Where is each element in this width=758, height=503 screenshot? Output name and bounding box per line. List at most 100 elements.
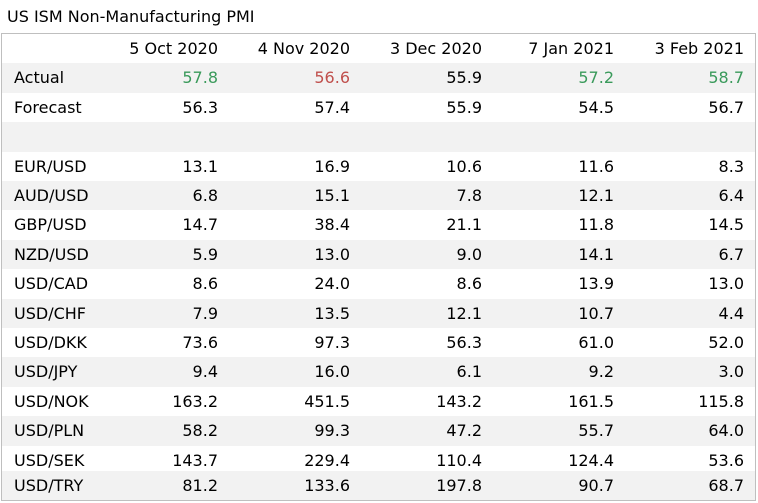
pair-value: 16.0 <box>314 362 350 382</box>
pair-value: 14.1 <box>578 244 614 264</box>
row-label: AUD/USD <box>14 186 89 205</box>
pair-value: 13.9 <box>578 274 614 294</box>
pair-value: 9.0 <box>456 244 482 264</box>
row-label: USD/CHF <box>14 303 86 323</box>
pair-value: 10.7 <box>578 303 614 323</box>
pair-value: 451.5 <box>304 391 350 411</box>
forecast-value: 56.7 <box>708 97 744 117</box>
pair-value: 8.6 <box>192 274 218 294</box>
pair-value: 10.6 <box>446 156 482 176</box>
column-header: 3 Feb 2021 <box>654 39 744 58</box>
pair-value: 9.2 <box>588 362 614 382</box>
pair-value: 7.8 <box>456 186 482 205</box>
pair-row: USD/SEK 143.7 229.4 110.4 124.4 53.6 <box>2 446 755 475</box>
pair-value: 21.1 <box>446 215 482 235</box>
pair-value: 15.1 <box>314 186 350 205</box>
pair-value: 52.0 <box>708 333 744 352</box>
pair-value: 61.0 <box>578 333 614 352</box>
actual-value: 58.7 <box>708 68 744 88</box>
actual-value: 55.9 <box>446 68 482 88</box>
actual-value: 57.2 <box>578 68 614 88</box>
row-label: USD/NOK <box>14 391 89 411</box>
pair-row: USD/TRY 81.2 133.6 197.8 90.7 68.7 <box>2 471 755 501</box>
column-header: 7 Jan 2021 <box>528 39 614 58</box>
pair-row: USD/JPY 9.4 16.0 6.1 9.2 3.0 <box>2 357 755 387</box>
pair-row: GBP/USD 14.7 38.4 21.1 11.8 14.5 <box>2 210 755 239</box>
spacer-row <box>2 122 755 152</box>
row-label: NZD/USD <box>14 244 89 264</box>
pair-value: 14.5 <box>708 215 744 235</box>
forecast-row: Forecast 56.3 57.4 55.9 54.5 56.7 <box>2 93 755 122</box>
actual-value: 56.6 <box>314 68 350 88</box>
row-label: USD/CAD <box>14 274 89 294</box>
pair-value: 161.5 <box>568 391 614 411</box>
pmi-table: 5 Oct 2020 4 Nov 2020 3 Dec 2020 7 Jan 2… <box>1 33 756 501</box>
pair-value: 143.2 <box>436 391 482 411</box>
forecast-value: 56.3 <box>182 97 218 117</box>
pair-value: 12.1 <box>578 186 614 205</box>
row-label: EUR/USD <box>14 156 87 176</box>
pair-value: 133.6 <box>304 476 350 495</box>
column-header: 4 Nov 2020 <box>257 39 350 58</box>
forecast-value: 54.5 <box>578 97 614 117</box>
pair-value: 81.2 <box>182 476 218 495</box>
pair-value: 90.7 <box>578 476 614 495</box>
pair-value: 73.6 <box>182 333 218 352</box>
pair-value: 97.3 <box>314 333 350 352</box>
pair-value: 13.0 <box>314 244 350 264</box>
pair-value: 64.0 <box>708 421 744 441</box>
pair-value: 6.8 <box>192 186 218 205</box>
pair-value: 47.2 <box>446 421 482 441</box>
pair-value: 6.1 <box>456 362 482 382</box>
pair-value: 38.4 <box>314 215 350 235</box>
row-label: GBP/USD <box>14 215 87 235</box>
pair-value: 55.7 <box>578 421 614 441</box>
pair-value: 4.4 <box>718 303 744 323</box>
header-row: 5 Oct 2020 4 Nov 2020 3 Dec 2020 7 Jan 2… <box>2 34 755 63</box>
row-label: USD/TRY <box>14 476 84 495</box>
table-title: US ISM Non-Manufacturing PMI <box>7 7 255 26</box>
pair-value: 53.6 <box>708 450 744 470</box>
pair-value: 110.4 <box>436 450 482 470</box>
pair-value: 124.4 <box>568 450 614 470</box>
forecast-value: 55.9 <box>446 97 482 117</box>
pair-value: 143.7 <box>172 450 218 470</box>
pair-row: EUR/USD 13.1 16.9 10.6 11.6 8.3 <box>2 152 755 181</box>
row-label: Forecast <box>14 97 82 117</box>
pair-value: 13.1 <box>182 156 218 176</box>
pair-value: 6.7 <box>718 244 744 264</box>
pair-value: 229.4 <box>304 450 350 470</box>
pair-value: 7.9 <box>192 303 218 323</box>
pair-value: 58.2 <box>182 421 218 441</box>
pair-row: AUD/USD 6.8 15.1 7.8 12.1 6.4 <box>2 181 755 211</box>
forecast-value: 57.4 <box>314 97 350 117</box>
pair-value: 115.8 <box>698 391 744 411</box>
pair-row: USD/PLN 58.2 99.3 47.2 55.7 64.0 <box>2 416 755 446</box>
row-label: USD/SEK <box>14 450 85 470</box>
pair-value: 3.0 <box>718 362 744 382</box>
pair-value: 68.7 <box>708 476 744 495</box>
pair-value: 99.3 <box>314 421 350 441</box>
pair-value: 11.8 <box>578 215 614 235</box>
pair-value: 16.9 <box>314 156 350 176</box>
row-label: USD/JPY <box>14 362 78 382</box>
pair-value: 13.5 <box>314 303 350 323</box>
row-label: Actual <box>14 68 65 88</box>
row-label: USD/DKK <box>14 333 87 352</box>
column-header: 3 Dec 2020 <box>389 39 482 58</box>
pair-value: 8.3 <box>718 156 744 176</box>
row-label: USD/PLN <box>14 421 85 441</box>
pair-row: USD/DKK 73.6 97.3 56.3 61.0 52.0 <box>2 328 755 357</box>
pair-value: 8.6 <box>456 274 482 294</box>
pair-row: USD/NOK 163.2 451.5 143.2 161.5 115.8 <box>2 387 755 416</box>
pair-value: 13.0 <box>708 274 744 294</box>
pair-value: 163.2 <box>172 391 218 411</box>
pair-value: 12.1 <box>446 303 482 323</box>
pair-value: 24.0 <box>314 274 350 294</box>
pair-value: 56.3 <box>446 333 482 352</box>
pair-value: 11.6 <box>578 156 614 176</box>
actual-value: 57.8 <box>182 68 218 88</box>
column-header: 5 Oct 2020 <box>129 39 218 58</box>
pair-row: NZD/USD 5.9 13.0 9.0 14.1 6.7 <box>2 239 755 270</box>
pair-value: 5.9 <box>192 244 218 264</box>
